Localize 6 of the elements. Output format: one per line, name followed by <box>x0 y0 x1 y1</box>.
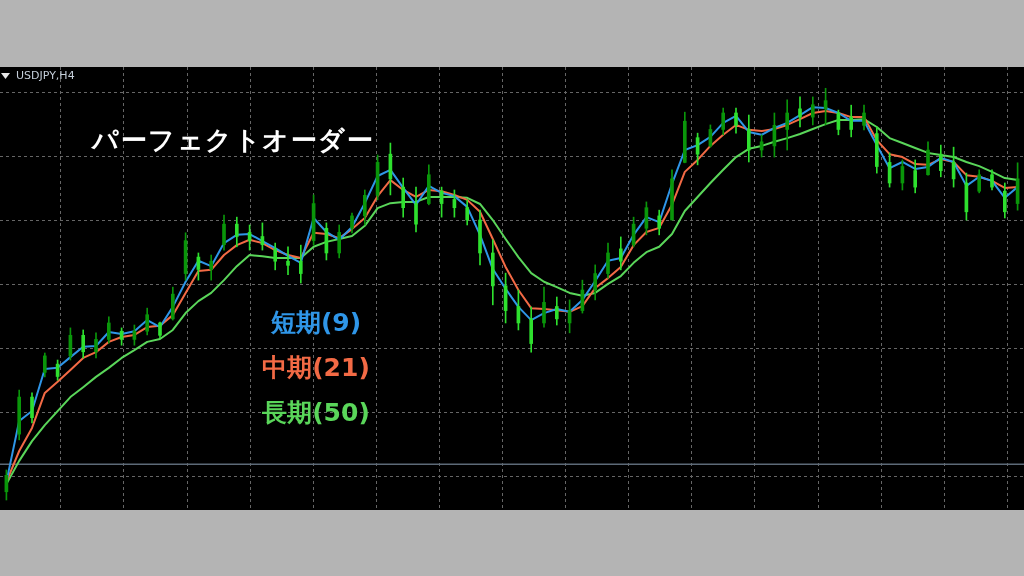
text: 短期(9) <box>269 307 363 339</box>
chart-subtitle: USDJPY,H4 <box>16 69 75 83</box>
candlestick <box>286 246 290 276</box>
text: 長期(50) <box>261 397 371 429</box>
text: 中期(21) <box>261 352 371 384</box>
text: パーフェクトオーダー <box>92 124 374 156</box>
